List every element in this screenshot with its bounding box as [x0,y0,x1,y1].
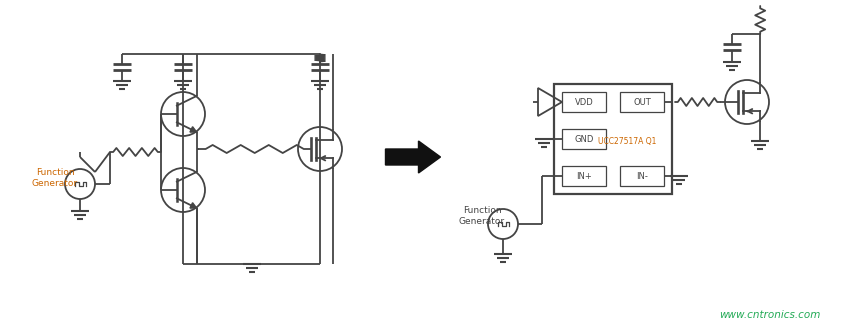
Bar [620,166,664,186]
Text: IN+: IN+ [576,172,591,181]
Text: OUT: OUT [633,98,651,107]
Bar [562,166,606,186]
Bar [562,129,606,149]
Bar [562,92,606,112]
Polygon shape [190,127,197,132]
Polygon shape [385,141,441,173]
Bar [620,92,664,112]
Text: Function
Generator: Function Generator [32,168,78,188]
Text: Function
Generator: Function Generator [459,206,505,226]
Text: IN-: IN- [636,172,648,181]
Text: GND: GND [574,134,594,143]
Bar [554,84,672,194]
Text: UCC27517A Q1: UCC27517A Q1 [598,137,656,146]
Text: VDD: VDD [575,98,593,107]
Text: www.cntronics.com: www.cntronics.com [719,310,820,320]
Polygon shape [190,203,197,208]
